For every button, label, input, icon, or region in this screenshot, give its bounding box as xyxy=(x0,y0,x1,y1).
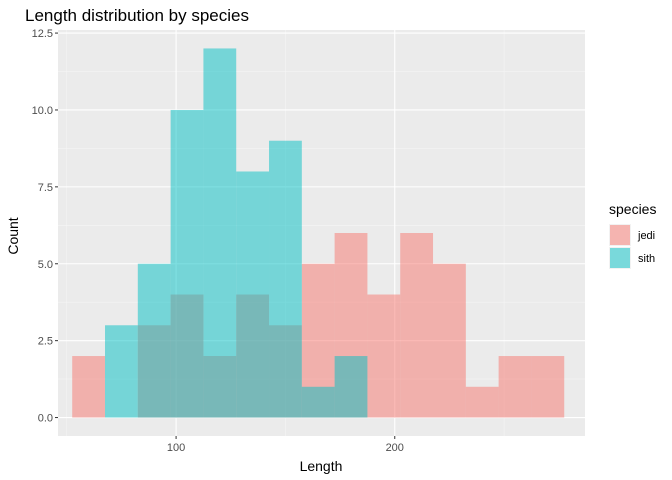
bar-sith xyxy=(334,356,368,418)
bar-sith xyxy=(105,325,138,418)
bar-sith xyxy=(236,171,270,418)
y-axis-title: Count xyxy=(5,217,21,254)
bar-sith xyxy=(170,109,204,418)
bar-sith xyxy=(137,263,171,418)
y-tick-label: 12.5 xyxy=(32,28,53,40)
bar-sith xyxy=(269,140,302,418)
legend-label-sith: sith xyxy=(638,253,655,265)
bar-jedi xyxy=(465,386,499,418)
bar-jedi xyxy=(400,233,434,418)
y-tick-label: 10.0 xyxy=(32,105,53,117)
bar-jedi xyxy=(531,356,565,418)
y-tick-label: 2.5 xyxy=(38,336,53,348)
legend-title: species xyxy=(609,201,656,217)
legend-label-jedi: jedi xyxy=(637,230,655,242)
y-tick-label: 0.0 xyxy=(38,413,53,425)
legend: species jedi sith xyxy=(609,201,656,269)
x-tick-label: 100 xyxy=(167,442,185,454)
x-tick-label: 200 xyxy=(386,442,404,454)
bar-jedi xyxy=(72,356,106,418)
legend-key-sith xyxy=(610,248,630,268)
chart-title: Length distribution by species xyxy=(25,6,249,25)
bar-jedi xyxy=(433,263,466,418)
x-axis-title: Length xyxy=(300,458,343,474)
bar-jedi xyxy=(367,294,401,418)
bar-sith xyxy=(203,48,237,418)
legend-key-jedi xyxy=(610,225,630,245)
x-axis: 100 200 xyxy=(167,436,404,454)
series-sith-bars xyxy=(105,48,368,418)
y-tick-label: 7.5 xyxy=(38,182,53,194)
bar-jedi xyxy=(498,356,532,418)
bar-sith xyxy=(301,386,335,418)
y-tick-label: 5.0 xyxy=(38,259,53,271)
y-axis: 0.0 2.5 5.0 7.5 10.0 12.5 xyxy=(32,28,58,425)
